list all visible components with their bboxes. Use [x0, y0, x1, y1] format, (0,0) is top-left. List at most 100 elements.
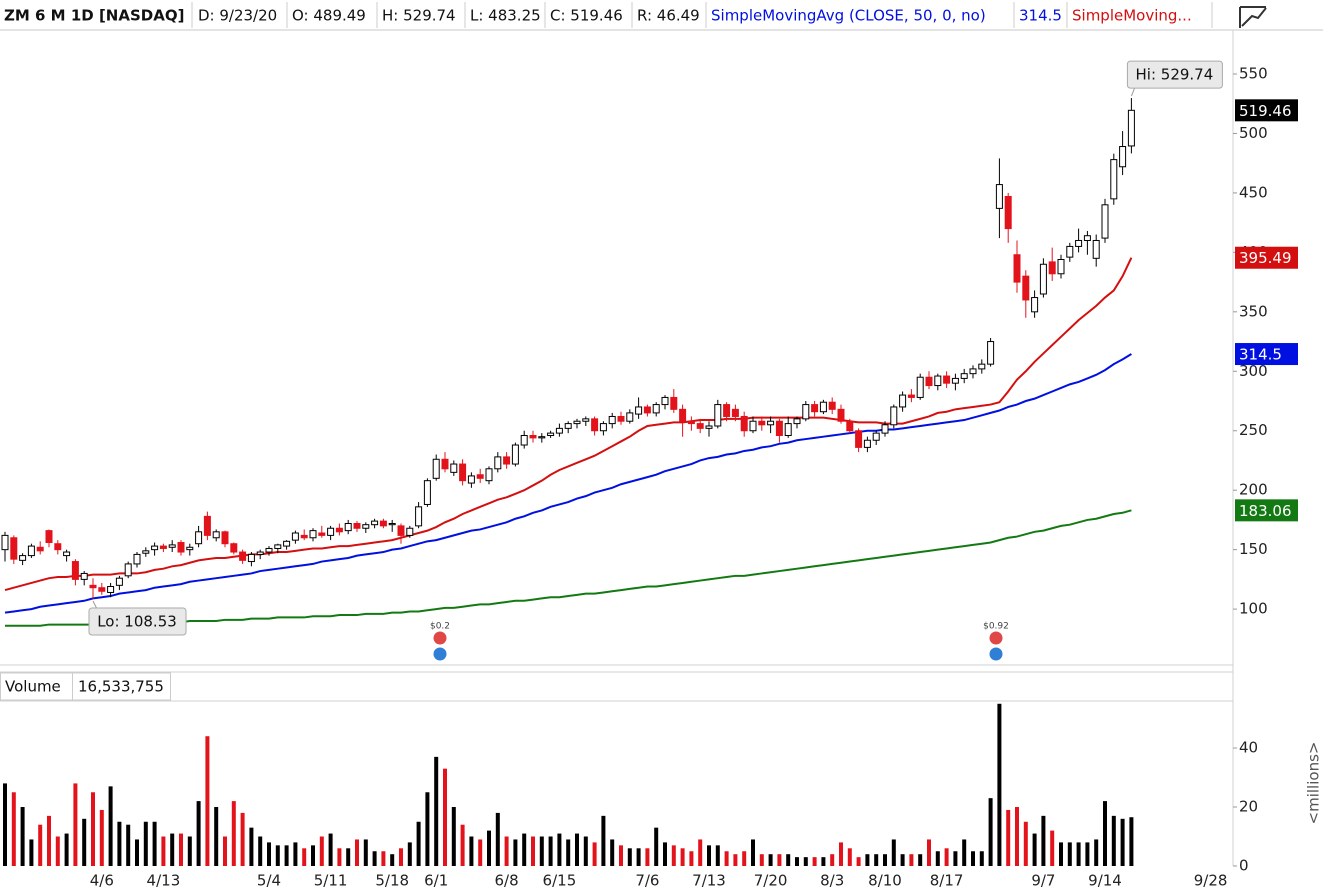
candle-body — [291, 532, 299, 541]
volume-bar — [108, 786, 113, 866]
volume-bar — [997, 703, 1002, 866]
volume-bar — [513, 839, 518, 866]
volume-bar — [891, 839, 896, 866]
volume-bar — [865, 854, 870, 866]
volume-bar — [117, 821, 122, 866]
candle-body — [564, 423, 572, 429]
earnings-icon[interactable] — [433, 631, 447, 645]
candle-body — [300, 534, 308, 539]
volume-bar — [812, 857, 817, 866]
callout-box — [1126, 60, 1223, 89]
volume-bar — [627, 848, 632, 866]
price-tag — [1235, 99, 1298, 122]
volume-bar — [425, 792, 430, 866]
volume-bar — [909, 854, 914, 866]
volume-bar — [1032, 833, 1037, 866]
y-tick-label: 550 — [1239, 64, 1268, 82]
x-tick-label: 5/4 — [257, 872, 281, 890]
candle-body — [10, 537, 18, 560]
volume-bar — [152, 821, 157, 866]
candle-body — [934, 375, 942, 387]
volume-bar — [566, 839, 571, 866]
volume-bar — [531, 836, 535, 866]
candle-body — [1083, 235, 1091, 241]
candle-body — [1057, 259, 1065, 275]
earnings-icon[interactable] — [989, 631, 1003, 645]
volume-bar — [856, 857, 861, 866]
candle-body — [265, 547, 273, 553]
info-icon[interactable] — [433, 647, 447, 661]
candle-body — [679, 408, 687, 422]
volume-bar — [689, 851, 694, 866]
volume-bar — [1120, 818, 1125, 866]
candle-body — [274, 544, 282, 549]
volume-bar — [988, 798, 993, 866]
volume-bar — [654, 827, 659, 866]
candle-body — [846, 420, 854, 432]
candle-body — [1048, 261, 1056, 275]
volume-bar — [786, 854, 791, 866]
x-tick-label: 8/10 — [868, 872, 902, 890]
chart-style-icon[interactable] — [1239, 6, 1267, 28]
lo-label: Lo: 108.53 — [97, 612, 177, 630]
volume-bar — [847, 848, 852, 866]
candle-body — [476, 474, 484, 479]
volume-title-box — [0, 672, 73, 701]
candle-body — [775, 420, 783, 436]
x-tick-label: 9/14 — [1088, 872, 1122, 890]
candle-body — [793, 418, 801, 425]
candle-body — [582, 418, 590, 422]
volume-readout-box — [72, 672, 171, 701]
volume-bar — [249, 827, 254, 866]
volume-bar — [707, 845, 711, 866]
volume-bar — [1076, 842, 1081, 866]
volume-bar — [196, 801, 201, 866]
volume-bar — [900, 854, 905, 866]
volume-bar — [636, 848, 641, 866]
volume-bar — [355, 839, 359, 866]
x-tick-label: 5/11 — [314, 872, 348, 890]
candle-body — [1022, 275, 1030, 301]
volume-bar — [777, 854, 782, 866]
candle-body — [494, 456, 502, 470]
candle-body — [151, 545, 159, 551]
candle-body — [872, 432, 880, 441]
legend-entry: SimpleMoving... — [1072, 7, 1192, 25]
candle-body — [124, 563, 132, 577]
candle-body — [54, 543, 62, 551]
moving-average — [4, 257, 1133, 592]
candle-body — [485, 468, 493, 482]
volume-bar — [575, 833, 579, 866]
info-icon[interactable] — [989, 647, 1003, 661]
volume-bar — [451, 807, 456, 866]
volume-bar — [205, 736, 210, 866]
candle-body — [212, 531, 220, 539]
candle-body — [133, 553, 141, 565]
candle-body — [511, 444, 519, 465]
candle-body — [995, 184, 1003, 209]
candle-body — [960, 373, 968, 379]
candle-body — [987, 341, 995, 365]
volume-bar — [407, 842, 412, 866]
candle-body — [432, 458, 440, 479]
volume-bar — [1059, 842, 1063, 866]
candle-body — [98, 587, 106, 592]
candle-body — [239, 551, 247, 561]
candle-body — [731, 408, 739, 417]
volume-bar — [768, 854, 773, 866]
volume-bar — [284, 845, 289, 866]
candle-body — [19, 555, 27, 561]
candle-body — [1075, 239, 1083, 247]
volume-bar — [73, 783, 78, 866]
candle-body — [758, 420, 766, 426]
x-tick-label: 6/1 — [424, 872, 448, 890]
range: R: 46.49 — [637, 7, 700, 25]
x-tick-label: 4/6 — [90, 872, 114, 890]
candle-body — [71, 561, 79, 580]
volume-bar — [143, 821, 148, 866]
volume-bar — [495, 812, 500, 866]
candle-body — [643, 406, 651, 414]
volume-bar — [927, 839, 931, 866]
volume-bar — [663, 842, 667, 866]
